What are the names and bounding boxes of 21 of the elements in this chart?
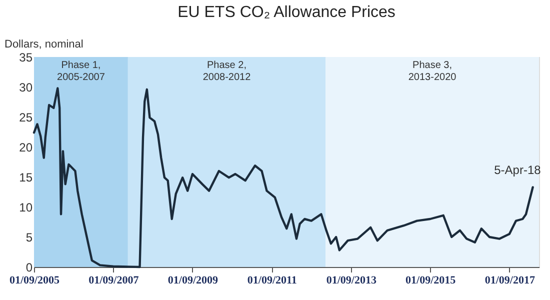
x-tick-label: 01/09/2013 bbox=[326, 274, 377, 286]
band-label: Phase 2, 2008-2012 bbox=[202, 60, 252, 83]
x-tick-label: 01/09/2007 bbox=[88, 274, 140, 286]
y-tick-label: 5 bbox=[26, 230, 33, 244]
x-tick-label: 01/09/2009 bbox=[168, 274, 219, 286]
y-tick-label: 30 bbox=[19, 80, 33, 94]
y-tick-label: 25 bbox=[19, 110, 33, 124]
band-label: Phase 1, 2005-2007 bbox=[57, 60, 106, 83]
y-tick-label: 15 bbox=[19, 170, 33, 184]
chart-title: EU ETS CO₂ Allowance Prices bbox=[178, 4, 396, 21]
y-tick-label: 20 bbox=[19, 140, 33, 154]
y-tick-label: 10 bbox=[19, 200, 33, 214]
y-tick-label: 0 bbox=[26, 260, 33, 274]
band-label: Phase 3, 2013-2020 bbox=[408, 60, 457, 83]
y-tick-label: 35 bbox=[19, 50, 33, 64]
x-tick-label: 01/09/2011 bbox=[247, 274, 297, 286]
annotation: 5-Apr-18 bbox=[494, 163, 542, 178]
x-tick-label: 01/09/2017 bbox=[484, 274, 536, 286]
x-tick-label: 01/09/2005 bbox=[9, 274, 60, 286]
x-tick-label: 01/09/2015 bbox=[406, 274, 456, 286]
y-axis-title: Dollars, nominal bbox=[4, 38, 84, 50]
